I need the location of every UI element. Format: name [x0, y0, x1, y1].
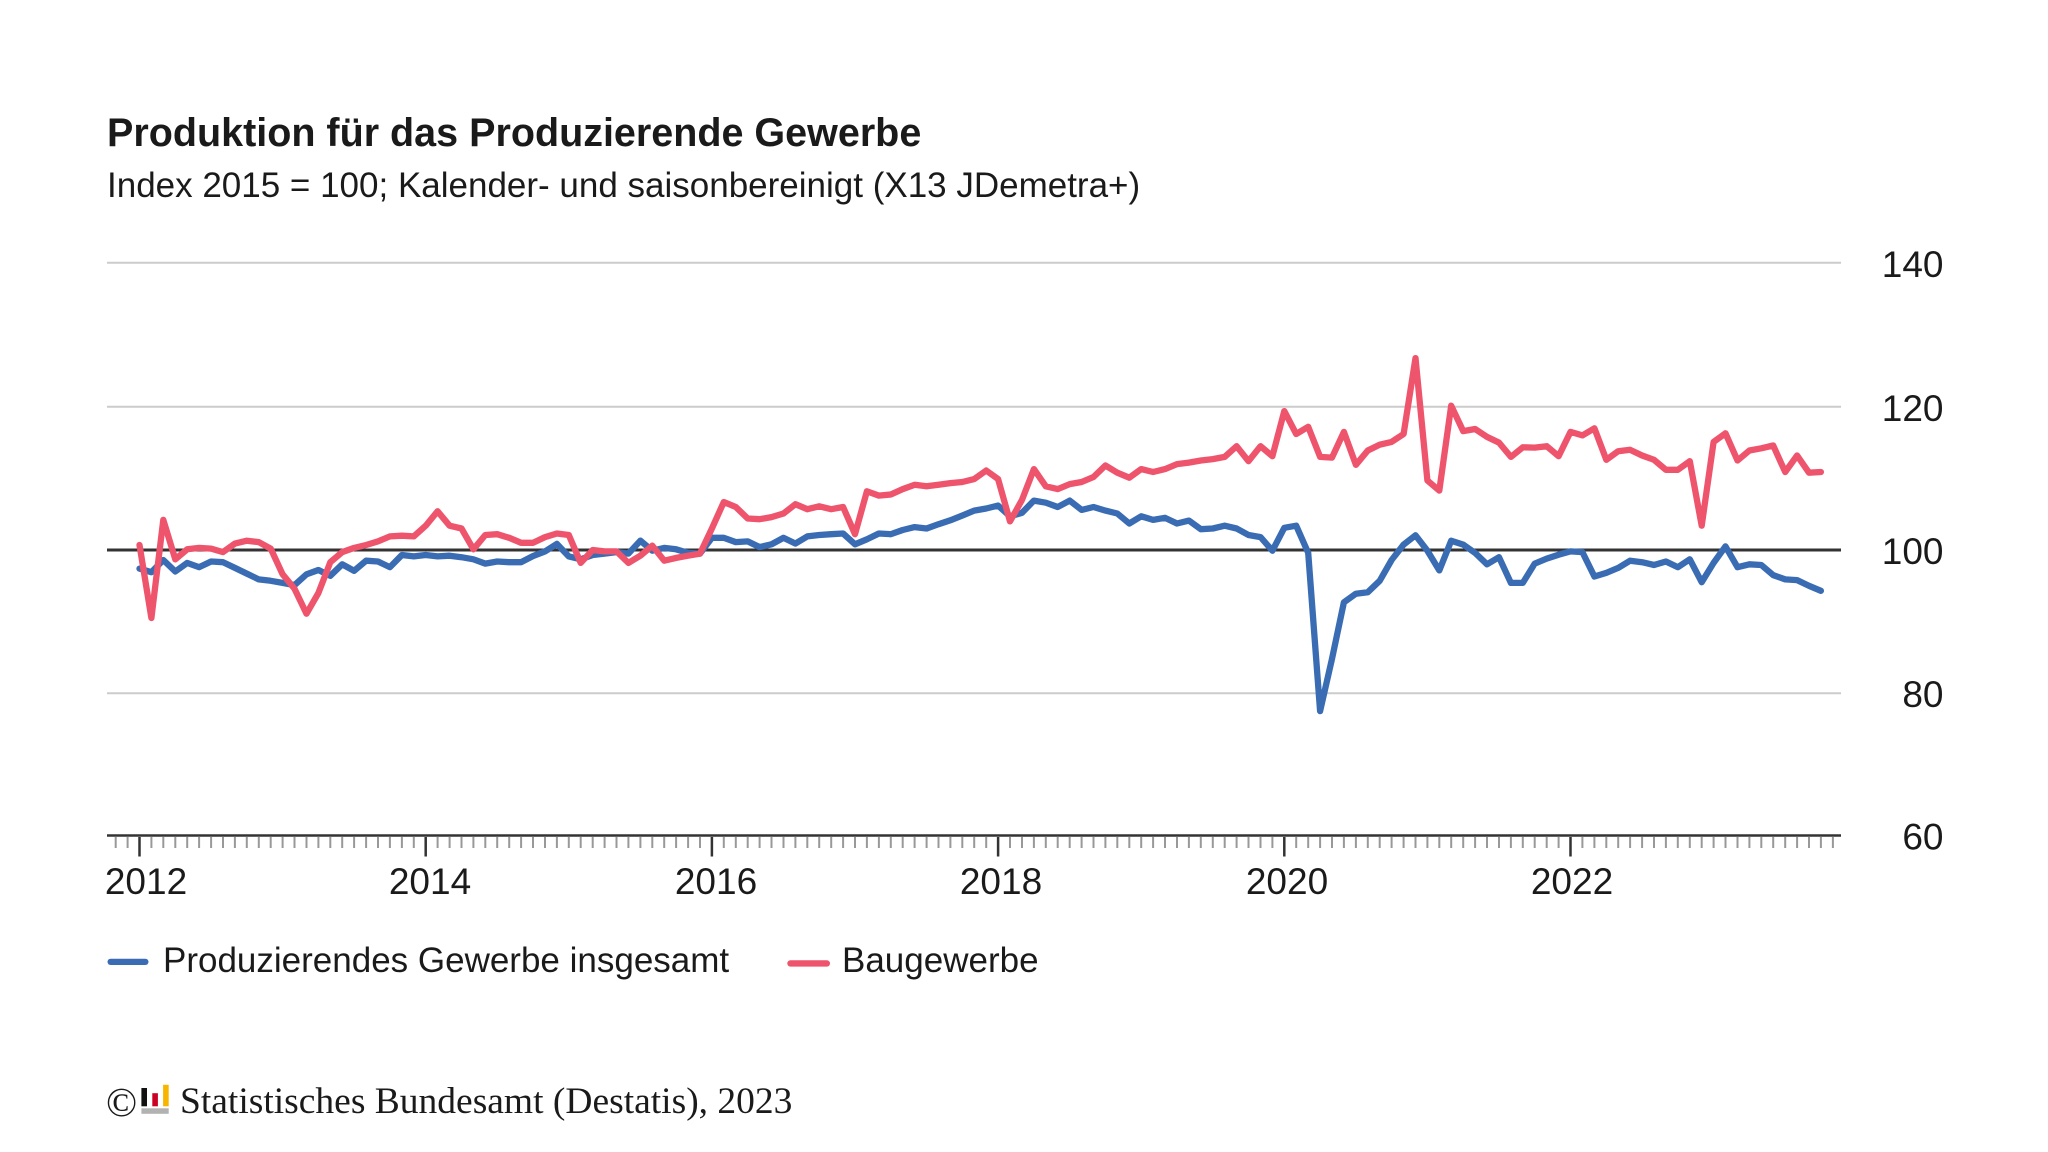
svg-text:Produktion für das Produzieren: Produktion für das Produzierende Gewerbe [107, 111, 921, 155]
svg-text:60: 60 [1902, 817, 1943, 858]
svg-text:2016: 2016 [675, 861, 757, 902]
svg-text:Index 2015 = 100; Kalender- un: Index 2015 = 100; Kalender- und saisonbe… [107, 166, 1140, 205]
svg-text:2018: 2018 [960, 861, 1042, 902]
svg-text:Baugewerbe: Baugewerbe [842, 941, 1039, 980]
svg-text:140: 140 [1882, 244, 1944, 285]
svg-text:80: 80 [1902, 674, 1943, 715]
svg-text:2012: 2012 [105, 861, 187, 902]
svg-text:2022: 2022 [1531, 861, 1613, 902]
svg-text:Statistisches Bundesamt (Desta: Statistisches Bundesamt (Destatis), 2023 [180, 1081, 792, 1122]
svg-text:100: 100 [1882, 531, 1944, 572]
svg-text:©: © [106, 1079, 137, 1125]
svg-text:Produzierendes Gewerbe insgesa: Produzierendes Gewerbe insgesamt [163, 941, 729, 980]
svg-text:120: 120 [1882, 388, 1944, 429]
svg-text:2014: 2014 [389, 861, 471, 902]
svg-text:2020: 2020 [1246, 861, 1328, 902]
